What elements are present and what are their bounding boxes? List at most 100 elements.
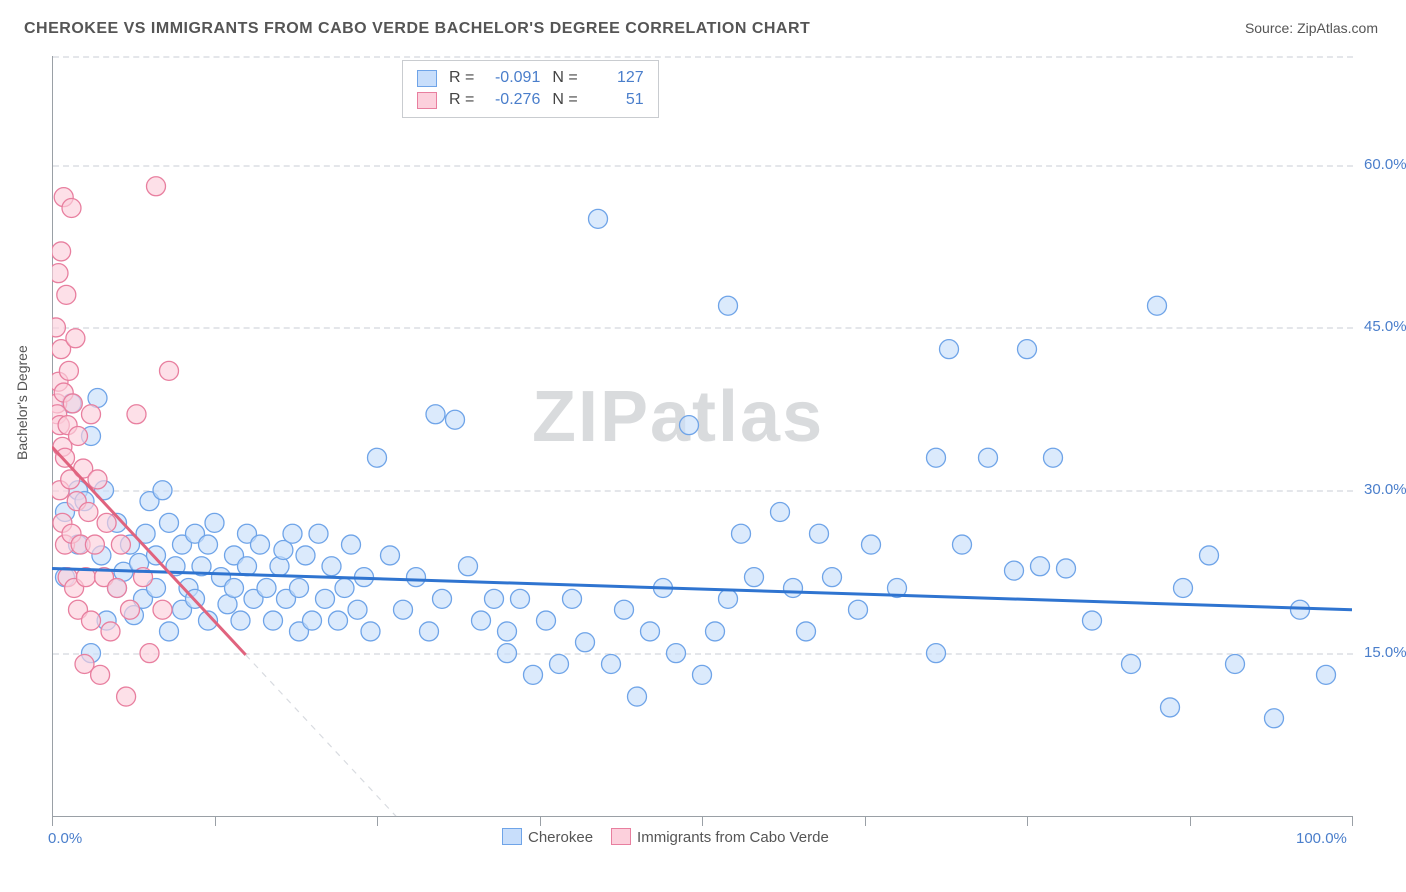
data-point-cherokee: [771, 503, 790, 522]
legend-stats-row: R =-0.091N =127: [417, 67, 644, 89]
data-point-caboverde: [127, 405, 146, 424]
data-point-caboverde: [91, 665, 110, 684]
data-point-cherokee: [426, 405, 445, 424]
data-point-cherokee: [348, 600, 367, 619]
data-point-caboverde: [140, 644, 159, 663]
data-point-cherokee: [615, 600, 634, 619]
data-point-caboverde: [147, 177, 166, 196]
data-point-caboverde: [52, 264, 68, 283]
chart-title: CHEROKEE VS IMMIGRANTS FROM CABO VERDE B…: [24, 20, 810, 38]
data-point-cherokee: [693, 665, 712, 684]
data-point-cherokee: [667, 644, 686, 663]
x-tick-label: 0.0%: [48, 830, 82, 847]
data-point-caboverde: [101, 622, 120, 641]
data-point-cherokee: [160, 513, 179, 532]
data-point-caboverde: [69, 427, 88, 446]
data-point-cherokee: [296, 546, 315, 565]
data-point-cherokee: [309, 524, 328, 543]
data-point-cherokee: [563, 589, 582, 608]
legend-swatch: [502, 828, 522, 845]
data-point-cherokee: [1018, 340, 1037, 359]
data-point-cherokee: [485, 589, 504, 608]
x-tick-mark: [1352, 816, 1353, 826]
data-point-cherokee: [927, 644, 946, 663]
data-point-cherokee: [420, 622, 439, 641]
data-point-cherokee: [940, 340, 959, 359]
data-point-cherokee: [160, 622, 179, 641]
data-point-cherokee: [511, 589, 530, 608]
data-point-cherokee: [589, 209, 608, 228]
r-value: -0.276: [486, 89, 540, 111]
data-point-cherokee: [1122, 655, 1141, 674]
data-point-cherokee: [745, 568, 764, 587]
data-point-cherokee: [147, 546, 166, 565]
data-point-cherokee: [1174, 579, 1193, 598]
data-point-cherokee: [459, 557, 478, 576]
data-point-cherokee: [1226, 655, 1245, 674]
data-point-cherokee: [342, 535, 361, 554]
legend-label: Immigrants from Cabo Verde: [637, 829, 829, 846]
y-tick-label: 60.0%: [1364, 156, 1406, 173]
data-point-caboverde: [62, 199, 81, 218]
legend-stats-row: R =-0.276N =51: [417, 89, 644, 111]
x-tick-mark: [540, 816, 541, 826]
data-point-cherokee: [1083, 611, 1102, 630]
data-point-cherokee: [335, 579, 354, 598]
data-point-cherokee: [1148, 296, 1167, 315]
x-tick-mark: [1027, 816, 1028, 826]
data-point-cherokee: [381, 546, 400, 565]
data-point-cherokee: [849, 600, 868, 619]
data-point-cherokee: [322, 557, 341, 576]
data-point-caboverde: [52, 242, 71, 261]
y-tick-label: 30.0%: [1364, 481, 1406, 498]
data-point-cherokee: [979, 448, 998, 467]
legend-label: Cherokee: [528, 829, 593, 846]
data-point-cherokee: [303, 611, 322, 630]
data-point-cherokee: [1057, 559, 1076, 578]
data-point-caboverde: [52, 318, 65, 337]
n-label: N =: [552, 67, 577, 89]
data-point-cherokee: [231, 611, 250, 630]
data-point-cherokee: [498, 644, 517, 663]
legend-stats: R =-0.091N =127R =-0.276N =51: [402, 60, 659, 118]
legend-item: Immigrants from Cabo Verde: [611, 828, 829, 846]
data-point-cherokee: [823, 568, 842, 587]
data-point-cherokee: [283, 524, 302, 543]
data-point-cherokee: [524, 665, 543, 684]
n-value: 127: [590, 67, 644, 89]
data-point-caboverde: [160, 361, 179, 380]
data-point-cherokee: [576, 633, 595, 652]
legend-swatch: [417, 92, 437, 109]
data-point-cherokee: [199, 535, 218, 554]
legend-swatch: [611, 828, 631, 845]
data-point-cherokee: [706, 622, 725, 641]
legend-swatch: [417, 70, 437, 87]
r-label: R =: [449, 89, 474, 111]
data-point-cherokee: [628, 687, 647, 706]
chart-svg: [52, 56, 1352, 816]
data-point-cherokee: [290, 579, 309, 598]
data-point-caboverde: [63, 394, 82, 413]
x-tick-mark: [865, 816, 866, 826]
data-point-cherokee: [251, 535, 270, 554]
data-point-cherokee: [394, 600, 413, 619]
data-point-cherokee: [862, 535, 881, 554]
data-point-caboverde: [57, 285, 76, 304]
x-tick-mark: [377, 816, 378, 826]
data-point-cherokee: [1031, 557, 1050, 576]
data-point-cherokee: [1161, 698, 1180, 717]
data-point-cherokee: [1265, 709, 1284, 728]
data-point-caboverde: [59, 361, 78, 380]
n-value: 51: [590, 89, 644, 111]
data-point-cherokee: [433, 589, 452, 608]
data-point-cherokee: [498, 622, 517, 641]
data-point-cherokee: [537, 611, 556, 630]
source-attribution: Source: ZipAtlas.com: [1245, 20, 1378, 36]
x-tick-label: 100.0%: [1296, 830, 1347, 847]
data-point-caboverde: [85, 535, 104, 554]
data-point-cherokee: [368, 448, 387, 467]
r-label: R =: [449, 67, 474, 89]
data-point-cherokee: [602, 655, 621, 674]
data-point-cherokee: [205, 513, 224, 532]
source-link[interactable]: ZipAtlas.com: [1297, 20, 1378, 36]
